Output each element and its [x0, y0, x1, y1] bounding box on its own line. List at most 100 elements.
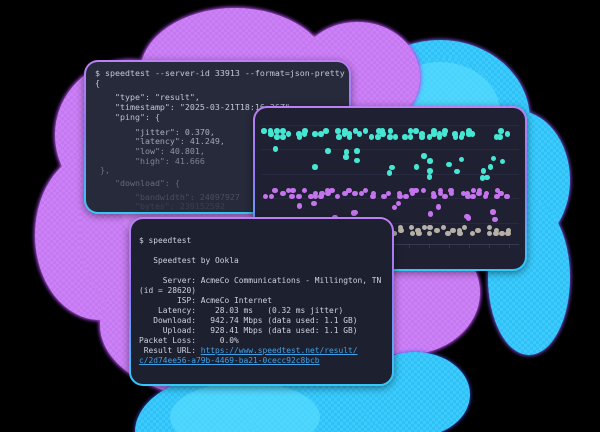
- scatter-dot: [464, 213, 470, 220]
- scatter-dot: [413, 187, 419, 194]
- terminal-text: ISP: AcmeCo Internet: [139, 296, 273, 305]
- terminal-text: Result URL:: [139, 346, 201, 355]
- result-terminal-content: $ speedtest Speedtest by Ookla Server: A…: [131, 219, 392, 384]
- scatter-dot: [362, 128, 369, 134]
- scatter-dot: [289, 193, 295, 200]
- terminal-line: ISP: AcmeCo Internet: [139, 296, 386, 306]
- terminal-line: $ speedtest: [139, 236, 386, 246]
- terminal-text: Download: 942.74 Mbps (data used: 1.1 GB…: [139, 316, 358, 325]
- axis-tick: [489, 244, 490, 248]
- scatter-dot: [274, 134, 280, 140]
- scatter-dot: [483, 190, 490, 197]
- scatter-dot: [419, 134, 425, 140]
- scatter-dot: [504, 193, 510, 200]
- scatter-dot: [351, 210, 357, 216]
- scatter-dot: [499, 158, 506, 164]
- scatter-dot: [312, 164, 318, 170]
- scatter-dot: [427, 224, 433, 231]
- scatter-dot: [426, 230, 433, 237]
- terminal-text: "download": {: [95, 178, 180, 189]
- result-url-link[interactable]: https://www.speedtest.net/result/: [200, 346, 358, 355]
- axis-tick: [449, 244, 450, 248]
- terminal-text: "bandwidth": 24097927: [95, 191, 240, 202]
- axis-tick: [409, 244, 410, 248]
- scatter-dot: [426, 174, 432, 180]
- scatter-dot: [290, 187, 296, 194]
- terminal-text: $ speedtest --server-id 33913 --format=j…: [95, 68, 345, 78]
- terminal-text: [139, 266, 144, 275]
- terminal-line: Speedtest by Ookla: [139, 256, 386, 266]
- terminal-line: $ speedtest --server-id 33913 --format=j…: [95, 68, 345, 79]
- scatter-dot: [311, 200, 317, 207]
- scatter-dot: [480, 168, 487, 174]
- axis-tick: [429, 244, 430, 248]
- scatter-dot: [301, 187, 308, 194]
- scatter-dot: [285, 131, 292, 137]
- terminal-line: Download: 942.74 Mbps (data used: 1.1 GB…: [139, 316, 386, 326]
- scatter-dot: [479, 175, 486, 181]
- terminal-text: "type": "result",: [95, 92, 200, 103]
- scatter-dot: [421, 153, 427, 159]
- scatter-dot: [461, 224, 468, 231]
- scatter-dot: [487, 164, 494, 170]
- scatter-dot: [427, 168, 433, 174]
- scatter-dot: [475, 227, 481, 234]
- result-url-link[interactable]: c/2d74ee56-a79b-4469-ba21-0cecc92c8bcb: [139, 356, 320, 365]
- scatter-dot: [368, 134, 375, 140]
- scatter-dot: [296, 203, 303, 209]
- terminal-line: (id = 28620): [139, 286, 386, 296]
- terminal-text: Latency: 28.03 ms (0.32 ms jitter): [139, 306, 344, 315]
- scatter-dot: [323, 128, 329, 134]
- scatter-dot: [450, 227, 456, 234]
- scatter-dot: [385, 190, 392, 197]
- scatter-dot: [280, 190, 286, 197]
- scatter-dot: [490, 209, 496, 215]
- scatter-dot: [492, 216, 498, 223]
- scatter-dot: [296, 131, 302, 137]
- scatter-dot: [420, 187, 427, 194]
- scatter-dot: [346, 187, 352, 194]
- terminal-text: "jitter": 0.370,: [95, 126, 215, 137]
- terminal-text: "low": 40.801,: [95, 145, 205, 156]
- scatter-dot: [387, 128, 394, 134]
- scatter-dot: [272, 187, 278, 194]
- scatter-dot: [318, 193, 324, 200]
- scatter-dot: [407, 134, 414, 140]
- scatter-dot: [268, 193, 275, 200]
- scatter-dot: [272, 146, 279, 152]
- scatter-dot: [380, 131, 386, 137]
- terminal-line: c/2d74ee56-a79b-4469-ba21-0cecc92c8bcb: [139, 356, 386, 366]
- scatter-dot: [504, 131, 511, 137]
- axis-tick: [469, 244, 470, 248]
- scatter-dot: [490, 155, 497, 162]
- scatter-dot: [469, 131, 476, 137]
- scatter-dot: [335, 128, 341, 134]
- scatter-dot: [296, 193, 302, 200]
- terminal-line: Latency: 28.03 ms (0.32 ms jitter): [139, 306, 386, 316]
- scatter-dot: [362, 187, 369, 194]
- scatter-dot: [301, 131, 308, 137]
- scatter-dot: [386, 170, 393, 176]
- scatter-dot: [391, 204, 398, 211]
- scatter-dot: [352, 190, 358, 197]
- scatter-dot: [427, 211, 434, 217]
- terminal-line: [139, 246, 386, 256]
- scatter-dot: [493, 230, 499, 237]
- scatter-dot: [499, 230, 505, 237]
- scatter-dot: [408, 224, 415, 231]
- scatter-dot: [458, 134, 465, 140]
- scatter-dot: [261, 128, 267, 134]
- scatter-dot: [440, 224, 447, 231]
- terminal-text: {: [95, 77, 100, 88]
- scatter-dot: [343, 154, 349, 160]
- scatter-dot: [497, 134, 503, 140]
- scatter-dot: [452, 131, 458, 137]
- scatter-dot: [312, 131, 318, 137]
- scatter-dot: [431, 131, 437, 137]
- terminal-text: "ping": {: [95, 111, 160, 122]
- scatter-dot: [268, 131, 274, 137]
- scatter-dot: [403, 193, 409, 200]
- terminal-line: Upload: 928.41 Mbps (data used: 1.1 GB): [139, 326, 386, 336]
- scatter-dot: [392, 134, 399, 140]
